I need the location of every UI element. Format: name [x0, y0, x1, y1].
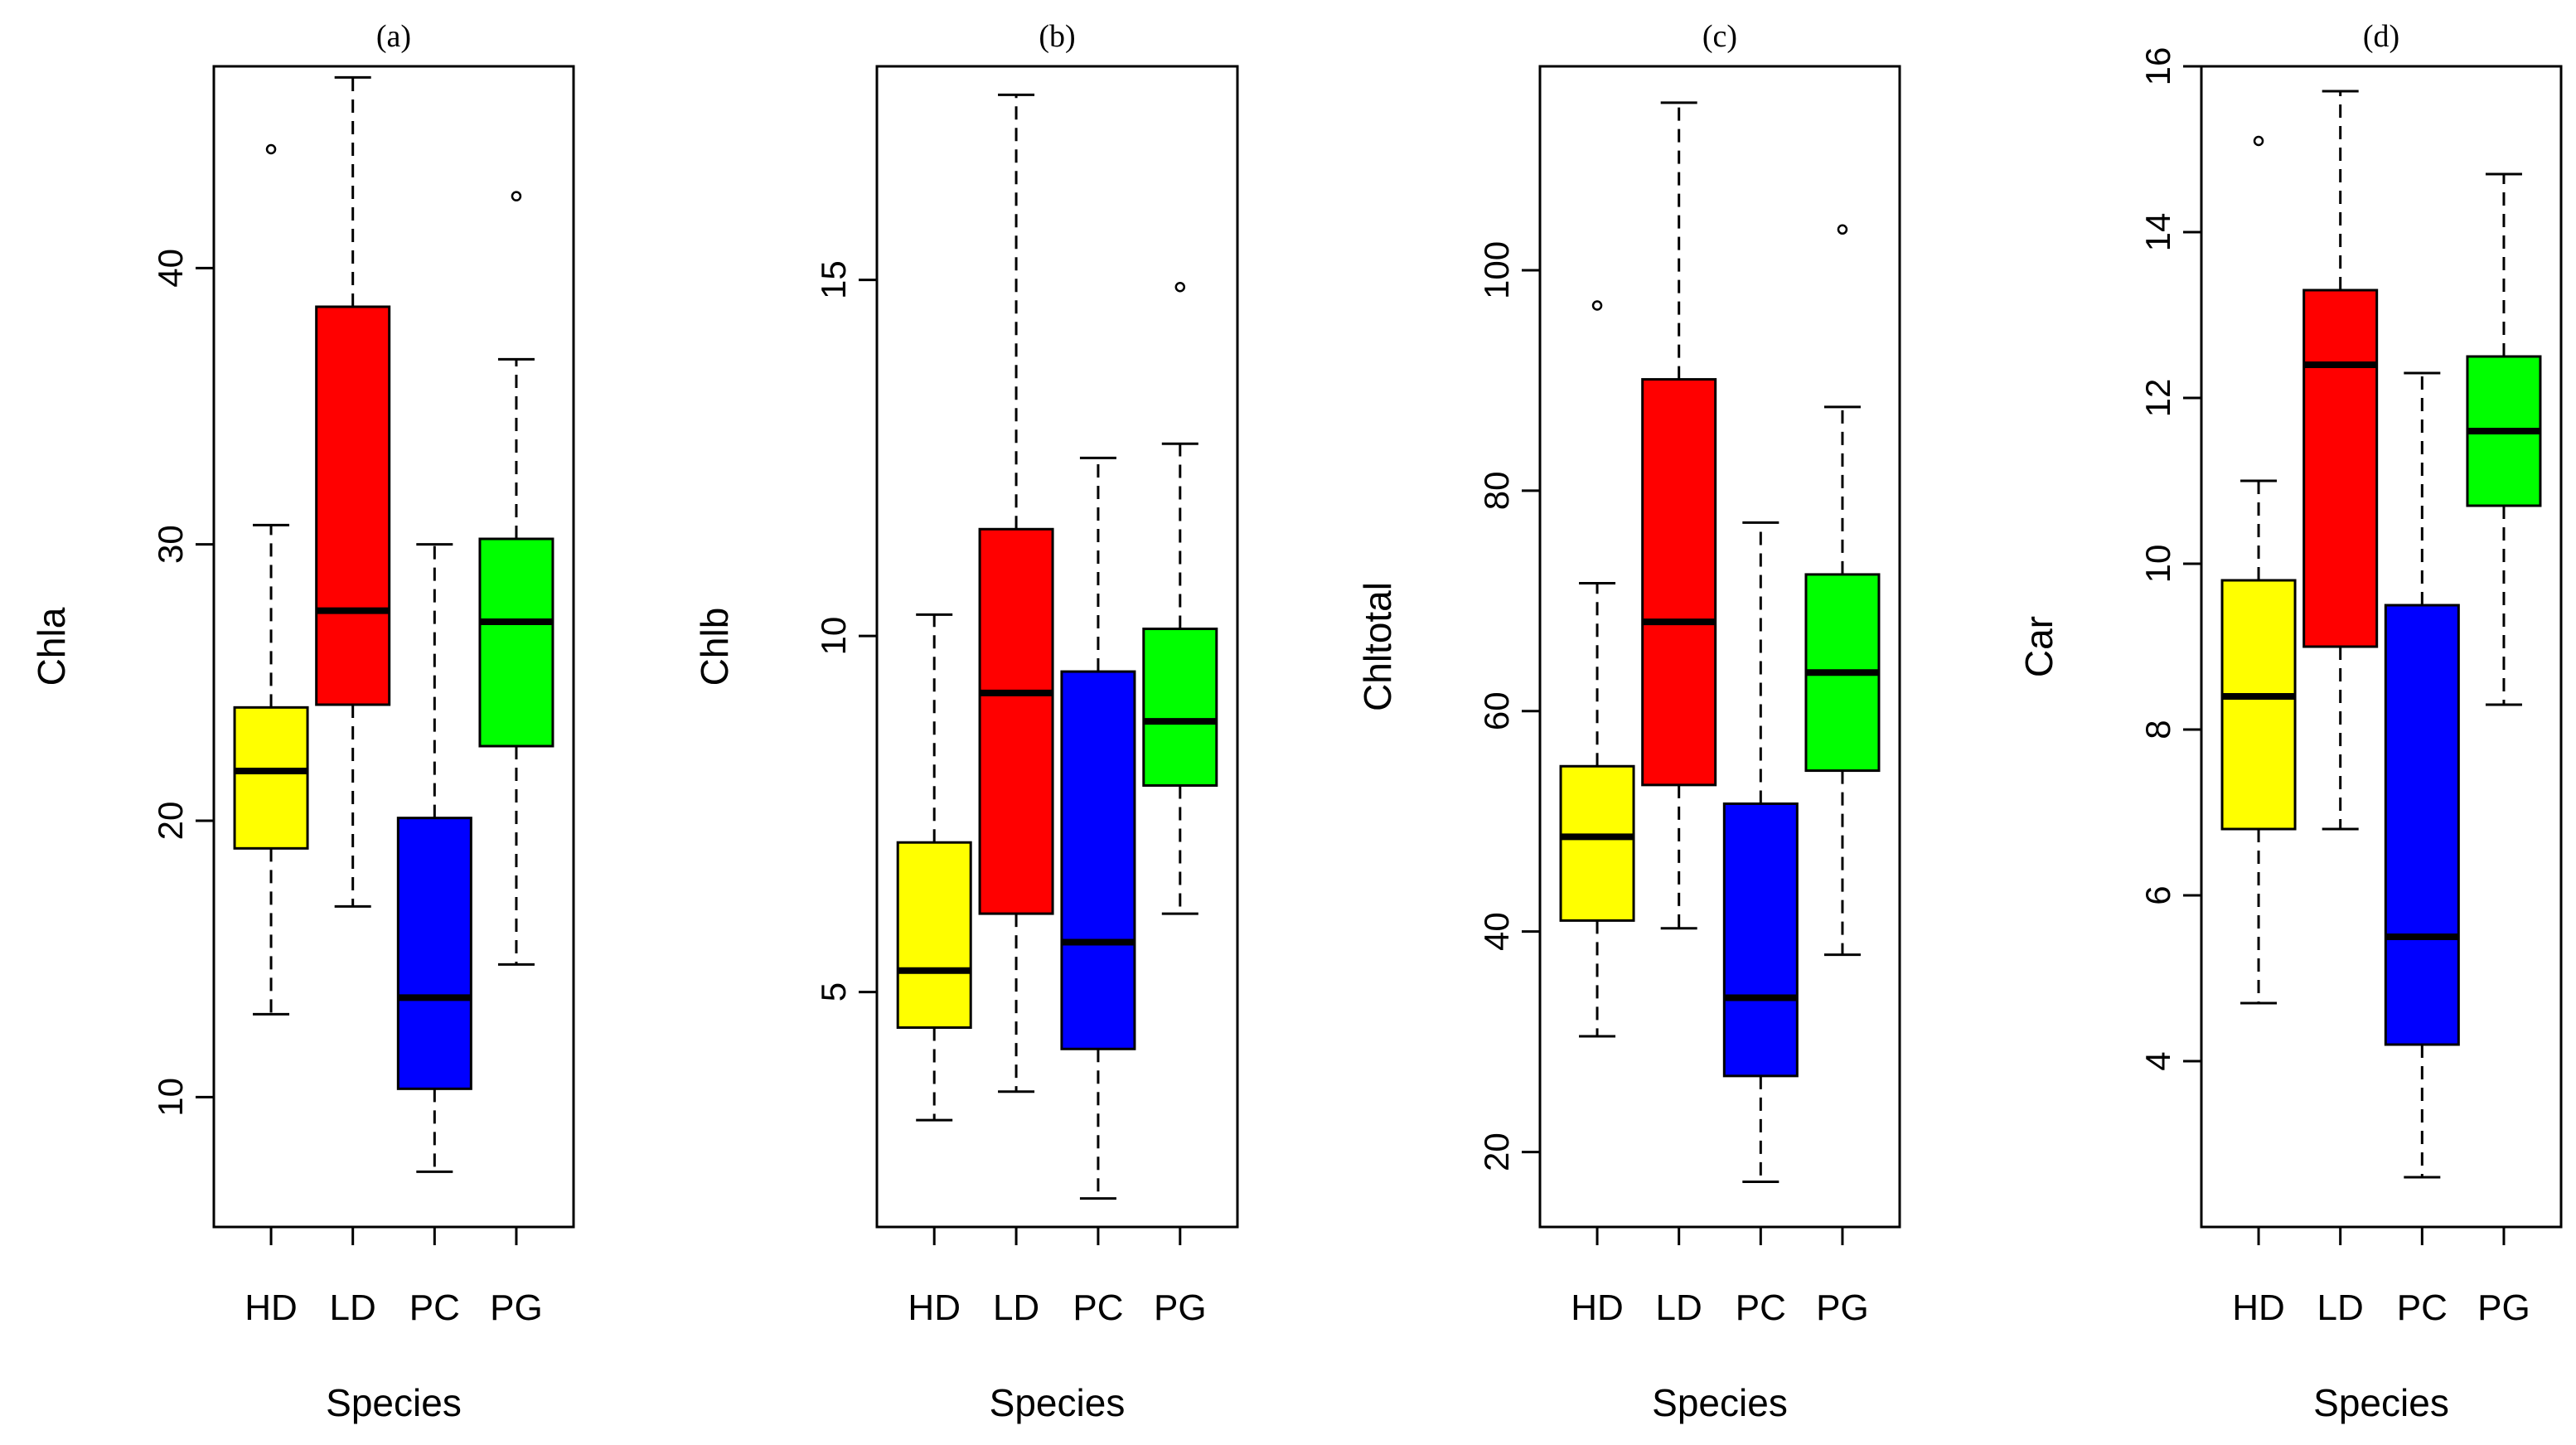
x-category-label: PC [2397, 1287, 2448, 1328]
panel-title: (a) [376, 19, 411, 54]
box-PC [396, 543, 472, 1173]
x-axis-label: Species [1652, 1381, 1788, 1424]
iqr-box [2302, 289, 2379, 648]
iqr-box [2220, 579, 2297, 831]
panel-c: (c) 20 40 60 80 100 Chltotal HD LD PC PG Species [1356, 19, 1901, 1424]
x-category-label: PC [409, 1287, 460, 1328]
outlier-point [2253, 135, 2264, 147]
y-tick-label: 4 [2138, 1051, 2177, 1070]
iqr-box [896, 841, 972, 1030]
box-HD [233, 143, 309, 1016]
y-tick-label: 16 [2138, 47, 2177, 86]
y-axis-label: Chla [30, 607, 73, 686]
y-tick-label: 80 [1477, 472, 1516, 511]
box-LD [2302, 90, 2379, 831]
y-tick-label: 10 [151, 1078, 190, 1117]
box-PG [2466, 172, 2542, 706]
x-category-label: PC [1736, 1287, 1786, 1328]
x-category-label: HD [908, 1287, 961, 1328]
x-category-label: PG [1816, 1287, 1869, 1328]
box-HD [1559, 300, 1635, 1038]
iqr-box [1060, 670, 1136, 1050]
panel-b: (b) 5 10 15 Chlb HD LD PC PG Species [693, 19, 1239, 1424]
box-LD [1641, 101, 1717, 930]
outlier-point [265, 143, 277, 155]
iqr-box [315, 305, 391, 706]
y-tick-label: 40 [151, 249, 190, 288]
box-PC [1722, 521, 1799, 1183]
x-category-label: PC [1073, 1287, 1123, 1328]
iqr-box [2384, 604, 2460, 1046]
y-axis-label: Chlb [693, 608, 736, 686]
y-tick-label: 60 [1477, 691, 1516, 730]
y-tick-label: 14 [2138, 213, 2177, 252]
box-PC [1060, 456, 1136, 1200]
box-HD [2220, 135, 2297, 1005]
panel-a: (a) 10 20 30 40 Chla HD LD PC PG Species [30, 19, 575, 1424]
outlier-point [1591, 300, 1603, 311]
box-PG [1804, 224, 1881, 957]
x-category-label: LD [993, 1287, 1039, 1328]
panel-title: (c) [1702, 19, 1737, 54]
y-axis-label: Chltotal [1356, 582, 1399, 711]
box-HD [896, 613, 972, 1122]
outlier-point [511, 191, 522, 201]
y-tick-label: 6 [2138, 885, 2177, 904]
y-tick-label: 40 [1477, 912, 1516, 951]
x-category-label: HD [2232, 1287, 2285, 1328]
y-axis-label: Car [2017, 616, 2060, 677]
y-tick-label: 10 [2138, 545, 2177, 584]
box-PG [478, 191, 554, 966]
y-tick-label: 12 [2138, 379, 2177, 418]
x-category-label: HD [1571, 1287, 1624, 1328]
y-tick-label: 100 [1477, 241, 1516, 299]
x-axis-label: Species [990, 1381, 1126, 1424]
panel-title: (d) [2363, 19, 2399, 54]
iqr-box [1641, 378, 1717, 787]
y-tick-label: 8 [2138, 720, 2177, 739]
outlier-point [1837, 224, 1848, 235]
x-category-label: LD [1656, 1287, 1702, 1328]
y-tick-label: 5 [814, 982, 853, 1001]
outlier-point [1174, 282, 1186, 293]
x-category-label: PG [1154, 1287, 1207, 1328]
x-axis-label: Species [2313, 1381, 2449, 1424]
box-LD [315, 75, 391, 908]
iqr-box [1142, 628, 1218, 787]
y-tick-label: 20 [1477, 1132, 1516, 1171]
y-tick-label: 20 [151, 802, 190, 841]
y-tick-label: 15 [814, 260, 853, 299]
panel-title: (b) [1039, 19, 1075, 54]
x-category-label: HD [245, 1287, 298, 1328]
iqr-box [396, 817, 472, 1090]
x-category-label: PG [490, 1287, 543, 1328]
iqr-box [478, 537, 554, 748]
panel-d: (d) 4 6 8 10 12 14 16 Car HD LD PC PG Species [2017, 19, 2563, 1424]
y-tick-label: 10 [814, 617, 853, 656]
x-axis-label: Species [326, 1381, 462, 1424]
iqr-box [978, 527, 1054, 915]
x-category-label: PG [2477, 1287, 2530, 1328]
y-tick-label: 30 [151, 525, 190, 564]
iqr-box [1722, 802, 1799, 1078]
box-PC [2384, 371, 2460, 1179]
iqr-box [233, 706, 309, 850]
box-LD [978, 93, 1054, 1093]
x-category-label: LD [2317, 1287, 2364, 1328]
iqr-box [1559, 764, 1635, 922]
x-category-label: LD [330, 1287, 376, 1328]
box-PG [1142, 282, 1218, 915]
